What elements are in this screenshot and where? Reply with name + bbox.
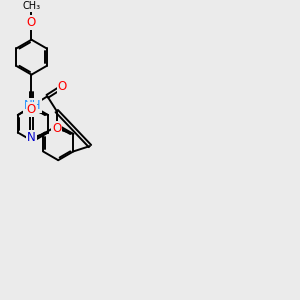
Text: N: N (27, 131, 36, 144)
Text: O: O (27, 103, 36, 116)
Text: O: O (58, 80, 67, 93)
Text: NH: NH (24, 99, 41, 112)
Text: CH₃: CH₃ (22, 1, 40, 11)
Text: O: O (27, 16, 36, 29)
Text: O: O (52, 122, 61, 135)
